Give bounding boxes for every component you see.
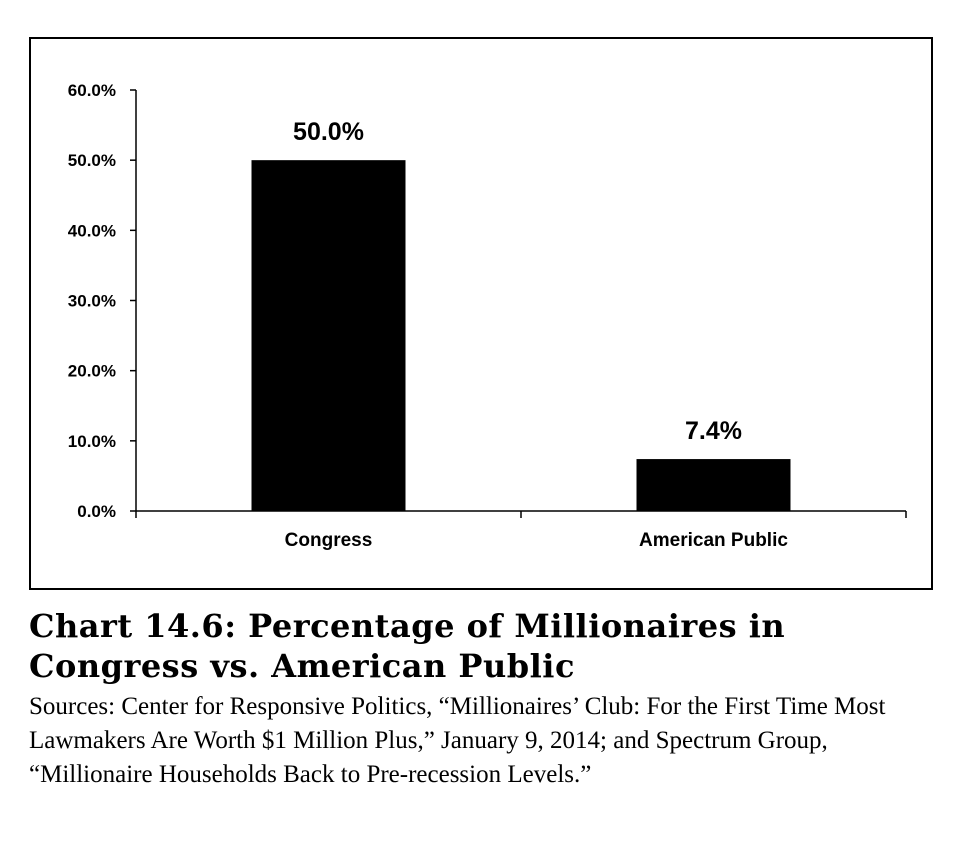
y-tick-label: 0.0% xyxy=(77,502,116,521)
data-label: 7.4% xyxy=(685,417,742,445)
bars xyxy=(251,160,791,511)
category-label: American Public xyxy=(639,530,788,551)
x-axis: Congress American Public xyxy=(135,510,907,551)
data-labels: 50.0% 7.4% xyxy=(293,118,742,445)
bar-congress xyxy=(251,160,406,511)
caption-sources: Sources: Center for Responsive Politics,… xyxy=(29,693,886,788)
y-tick-label: 10.0% xyxy=(68,432,116,451)
category-label: Congress xyxy=(285,530,373,551)
y-tick-label: 30.0% xyxy=(68,292,116,311)
y-tick-label: 60.0% xyxy=(68,81,116,100)
data-label: 50.0% xyxy=(293,118,364,146)
y-tick-label: 40.0% xyxy=(68,221,116,240)
bar-american-public xyxy=(636,459,791,511)
caption-title: Chart 14.6: Percentage of Millionaires i… xyxy=(29,607,786,685)
bar-chart: 0.0% 10.0% 20.0% 30.0% 40.0% 50.0% 60.0% Congr… xyxy=(68,81,907,551)
y-tick-label: 20.0% xyxy=(68,362,116,381)
chart-caption: Chart 14.6: Percentage of Millionaires i… xyxy=(29,606,949,792)
y-tick-label: 50.0% xyxy=(68,151,116,170)
y-axis: 0.0% 10.0% 20.0% 30.0% 40.0% 50.0% 60.0% xyxy=(68,81,137,521)
